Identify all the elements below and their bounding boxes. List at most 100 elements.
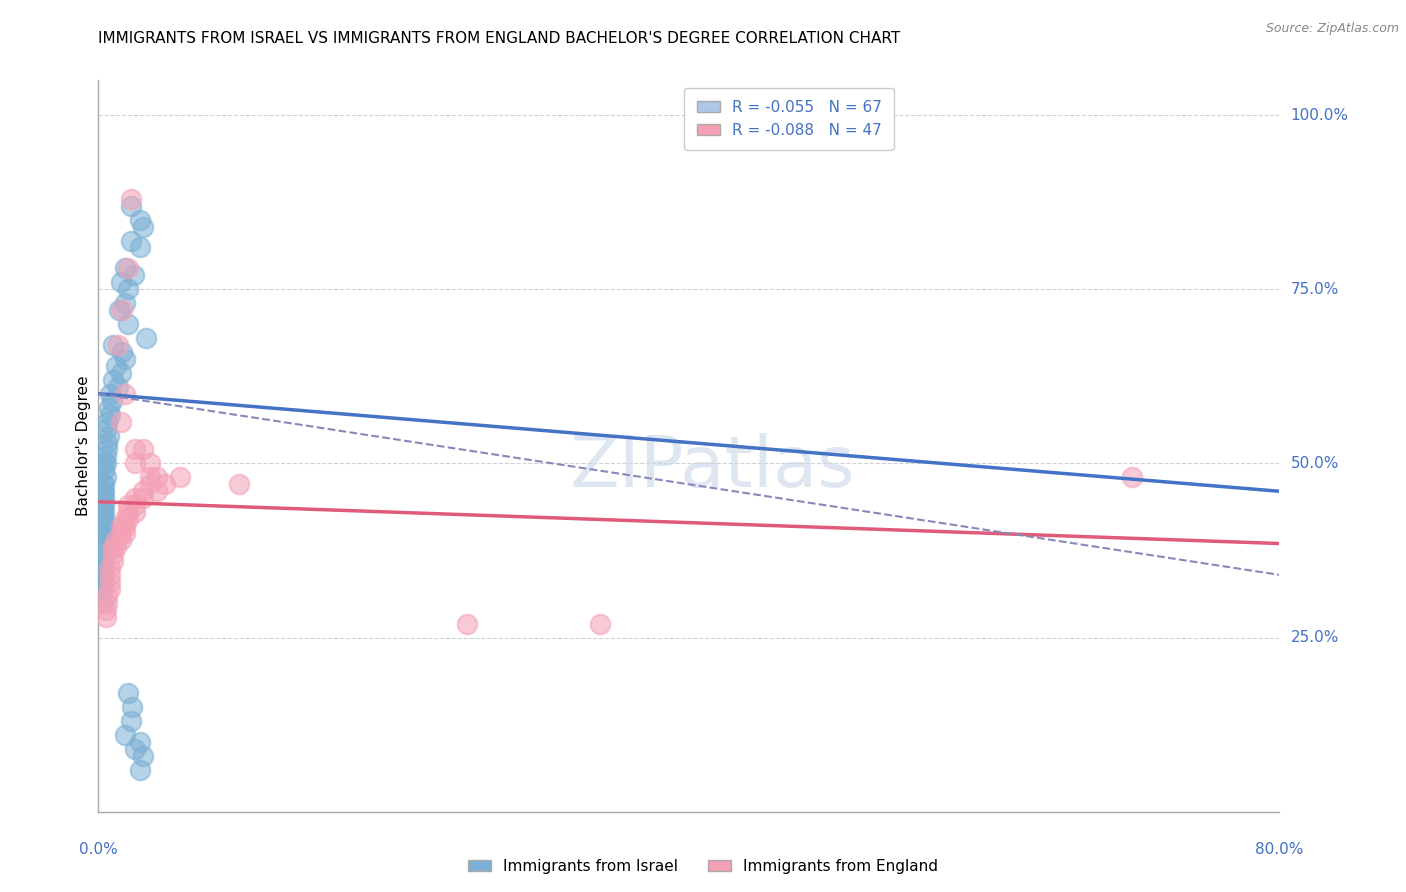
Point xyxy=(128,240,150,254)
Point xyxy=(124,498,146,512)
Point xyxy=(114,351,136,366)
Point xyxy=(91,512,114,526)
Point xyxy=(91,484,114,499)
Point xyxy=(132,219,155,234)
Point xyxy=(124,742,146,756)
Point xyxy=(114,526,136,541)
Point xyxy=(117,505,139,519)
Point xyxy=(128,735,150,749)
Point xyxy=(96,435,118,450)
Point xyxy=(111,303,134,318)
Point xyxy=(128,763,150,777)
Point xyxy=(146,484,169,499)
Point xyxy=(117,498,139,512)
Point xyxy=(114,519,136,533)
Point xyxy=(91,477,114,491)
Point xyxy=(124,442,146,457)
Point xyxy=(91,574,114,589)
Point xyxy=(103,373,125,387)
Point xyxy=(114,386,136,401)
Point xyxy=(98,386,121,401)
Point xyxy=(132,491,155,506)
Text: 50.0%: 50.0% xyxy=(1291,456,1339,471)
Point xyxy=(103,540,125,554)
Point xyxy=(91,561,114,575)
Point xyxy=(139,470,162,484)
Point xyxy=(110,519,132,533)
Point xyxy=(93,498,115,512)
Text: 0.0%: 0.0% xyxy=(79,842,118,857)
Point xyxy=(114,728,136,742)
Point xyxy=(107,338,129,352)
Point xyxy=(110,366,132,380)
Point xyxy=(94,609,117,624)
Point xyxy=(1121,470,1143,484)
Point xyxy=(120,714,142,728)
Legend: Immigrants from Israel, Immigrants from England: Immigrants from Israel, Immigrants from … xyxy=(461,853,945,880)
Point xyxy=(91,547,114,561)
Point xyxy=(124,505,146,519)
Point xyxy=(103,338,125,352)
Point xyxy=(97,428,120,442)
Point xyxy=(103,547,125,561)
Point xyxy=(124,491,146,506)
Point xyxy=(93,505,115,519)
Point xyxy=(93,526,115,541)
Point xyxy=(91,526,114,541)
Point xyxy=(110,526,132,541)
Point xyxy=(117,317,139,331)
Point xyxy=(589,616,612,631)
Point xyxy=(105,540,128,554)
Point xyxy=(91,505,114,519)
Point xyxy=(98,582,121,596)
Point xyxy=(169,470,191,484)
Point xyxy=(93,457,115,471)
Point xyxy=(94,421,117,435)
Point xyxy=(153,477,176,491)
Point xyxy=(114,261,136,276)
Point xyxy=(128,212,150,227)
Point xyxy=(117,261,139,276)
Point xyxy=(98,408,121,422)
Point xyxy=(91,582,114,596)
Point xyxy=(110,533,132,547)
Text: ZIPatlas: ZIPatlas xyxy=(569,434,855,502)
Point xyxy=(105,533,128,547)
Point xyxy=(107,380,129,394)
Text: IMMIGRANTS FROM ISRAEL VS IMMIGRANTS FROM ENGLAND BACHELOR'S DEGREE CORRELATION : IMMIGRANTS FROM ISRAEL VS IMMIGRANTS FRO… xyxy=(98,31,901,46)
Point xyxy=(111,345,134,359)
Point xyxy=(124,457,146,471)
Legend: R = -0.055   N = 67, R = -0.088   N = 47: R = -0.055 N = 67, R = -0.088 N = 47 xyxy=(685,88,894,150)
Point xyxy=(139,457,162,471)
Text: Source: ZipAtlas.com: Source: ZipAtlas.com xyxy=(1265,22,1399,36)
Point xyxy=(98,561,121,575)
Point xyxy=(97,401,120,415)
Point xyxy=(110,275,132,289)
Point xyxy=(108,303,131,318)
Point xyxy=(94,603,117,617)
Point xyxy=(114,512,136,526)
Point xyxy=(91,498,114,512)
Point xyxy=(122,268,145,283)
Point xyxy=(96,589,118,603)
Point xyxy=(91,519,114,533)
Point xyxy=(96,596,118,610)
Point xyxy=(100,393,122,408)
Y-axis label: Bachelor's Degree: Bachelor's Degree xyxy=(76,376,91,516)
Point xyxy=(120,234,142,248)
Point xyxy=(93,463,115,477)
Point xyxy=(456,616,478,631)
Text: 80.0%: 80.0% xyxy=(1256,842,1303,857)
Point xyxy=(114,296,136,310)
Point xyxy=(94,470,117,484)
Point xyxy=(91,596,114,610)
Point xyxy=(93,484,115,499)
Point xyxy=(120,192,142,206)
Text: 25.0%: 25.0% xyxy=(1291,630,1339,645)
Point xyxy=(121,700,143,714)
Point xyxy=(132,749,155,764)
Point xyxy=(139,477,162,491)
Point xyxy=(120,199,142,213)
Point xyxy=(93,491,115,506)
Point xyxy=(105,359,128,373)
